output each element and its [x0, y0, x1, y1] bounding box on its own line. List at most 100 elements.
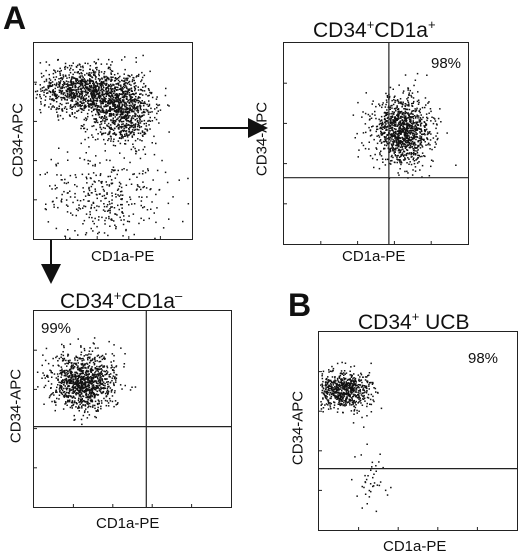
- data-point: [430, 133, 432, 135]
- data-point: [419, 117, 422, 119]
- data-point: [435, 123, 438, 125]
- data-point: [95, 90, 97, 92]
- data-point: [393, 111, 395, 114]
- data-point: [426, 74, 428, 76]
- data-point: [98, 372, 100, 374]
- data-point: [135, 85, 137, 87]
- data-point: [102, 209, 105, 211]
- data-point: [57, 384, 59, 386]
- data-point: [97, 380, 99, 382]
- data-point: [321, 386, 323, 388]
- data-point: [367, 393, 370, 396]
- data-point: [109, 175, 111, 178]
- data-point: [63, 396, 66, 398]
- data-point: [81, 375, 83, 378]
- data-point: [168, 218, 170, 220]
- data-point: [65, 199, 68, 201]
- data-point: [101, 78, 103, 80]
- data-point: [368, 383, 370, 386]
- data-point: [58, 147, 60, 149]
- data-point: [399, 151, 402, 153]
- data-point: [115, 94, 118, 96]
- data-point: [108, 92, 110, 94]
- data-point: [119, 81, 121, 83]
- data-point: [408, 114, 410, 116]
- data-point: [165, 87, 167, 90]
- data-point: [135, 107, 137, 110]
- data-point: [379, 152, 381, 154]
- data-point: [68, 114, 71, 116]
- data-point: [130, 93, 132, 96]
- data-point: [58, 398, 60, 400]
- data-point: [98, 69, 100, 72]
- data-point: [83, 400, 86, 403]
- data-point: [91, 103, 94, 105]
- data-point: [68, 361, 70, 363]
- data-point: [400, 102, 402, 105]
- data-point: [46, 89, 48, 91]
- data-point: [124, 83, 126, 85]
- data-point: [133, 100, 135, 103]
- data-point: [87, 173, 90, 175]
- data-point: [74, 357, 76, 359]
- data-point: [107, 209, 110, 212]
- data-point: [353, 365, 356, 367]
- data-point: [41, 364, 43, 367]
- data-point: [381, 132, 384, 134]
- data-point: [386, 111, 389, 114]
- data-point: [107, 402, 110, 404]
- data-point: [129, 161, 131, 164]
- data-point: [121, 126, 124, 128]
- data-point: [141, 100, 143, 102]
- data-point: [83, 382, 86, 384]
- data-point: [63, 107, 66, 110]
- data-point: [137, 96, 140, 99]
- data-point: [112, 166, 115, 168]
- data-point: [187, 177, 189, 180]
- data-point: [416, 152, 419, 154]
- data-point: [121, 93, 123, 96]
- data-point: [116, 104, 119, 106]
- data-point: [105, 105, 107, 108]
- data-point: [63, 345, 65, 347]
- data-point: [416, 107, 418, 110]
- data-point: [59, 81, 61, 84]
- data-point: [113, 127, 116, 130]
- data-point: [43, 80, 46, 83]
- data-point: [394, 119, 396, 122]
- data-point: [408, 94, 410, 96]
- data-point: [375, 125, 378, 128]
- data-point: [77, 383, 80, 386]
- data-point: [413, 160, 416, 162]
- data-point: [87, 394, 90, 396]
- data-point: [420, 138, 422, 140]
- data-point: [91, 134, 93, 136]
- data-point: [126, 93, 129, 95]
- data-point: [98, 82, 101, 85]
- data-point: [85, 176, 88, 178]
- data-point: [101, 101, 104, 103]
- data-point: [358, 410, 360, 412]
- data-point: [68, 86, 71, 89]
- data-point: [341, 394, 344, 396]
- data-point: [76, 383, 79, 385]
- data-point: [88, 85, 91, 88]
- data-point: [115, 109, 118, 111]
- data-point: [369, 155, 372, 157]
- data-point: [398, 121, 401, 123]
- data-point: [124, 114, 127, 116]
- data-point: [348, 385, 351, 387]
- data-point: [407, 139, 410, 142]
- data-point: [396, 119, 398, 121]
- data-point: [389, 106, 391, 109]
- data-point: [79, 208, 82, 210]
- data-point: [339, 383, 341, 386]
- data-point: [369, 382, 371, 384]
- data-point: [118, 93, 121, 95]
- data-point: [106, 125, 109, 127]
- data-point: [72, 392, 75, 394]
- data-point: [113, 360, 115, 362]
- data-point: [110, 78, 112, 81]
- data-point: [131, 74, 133, 76]
- data-point: [143, 82, 145, 85]
